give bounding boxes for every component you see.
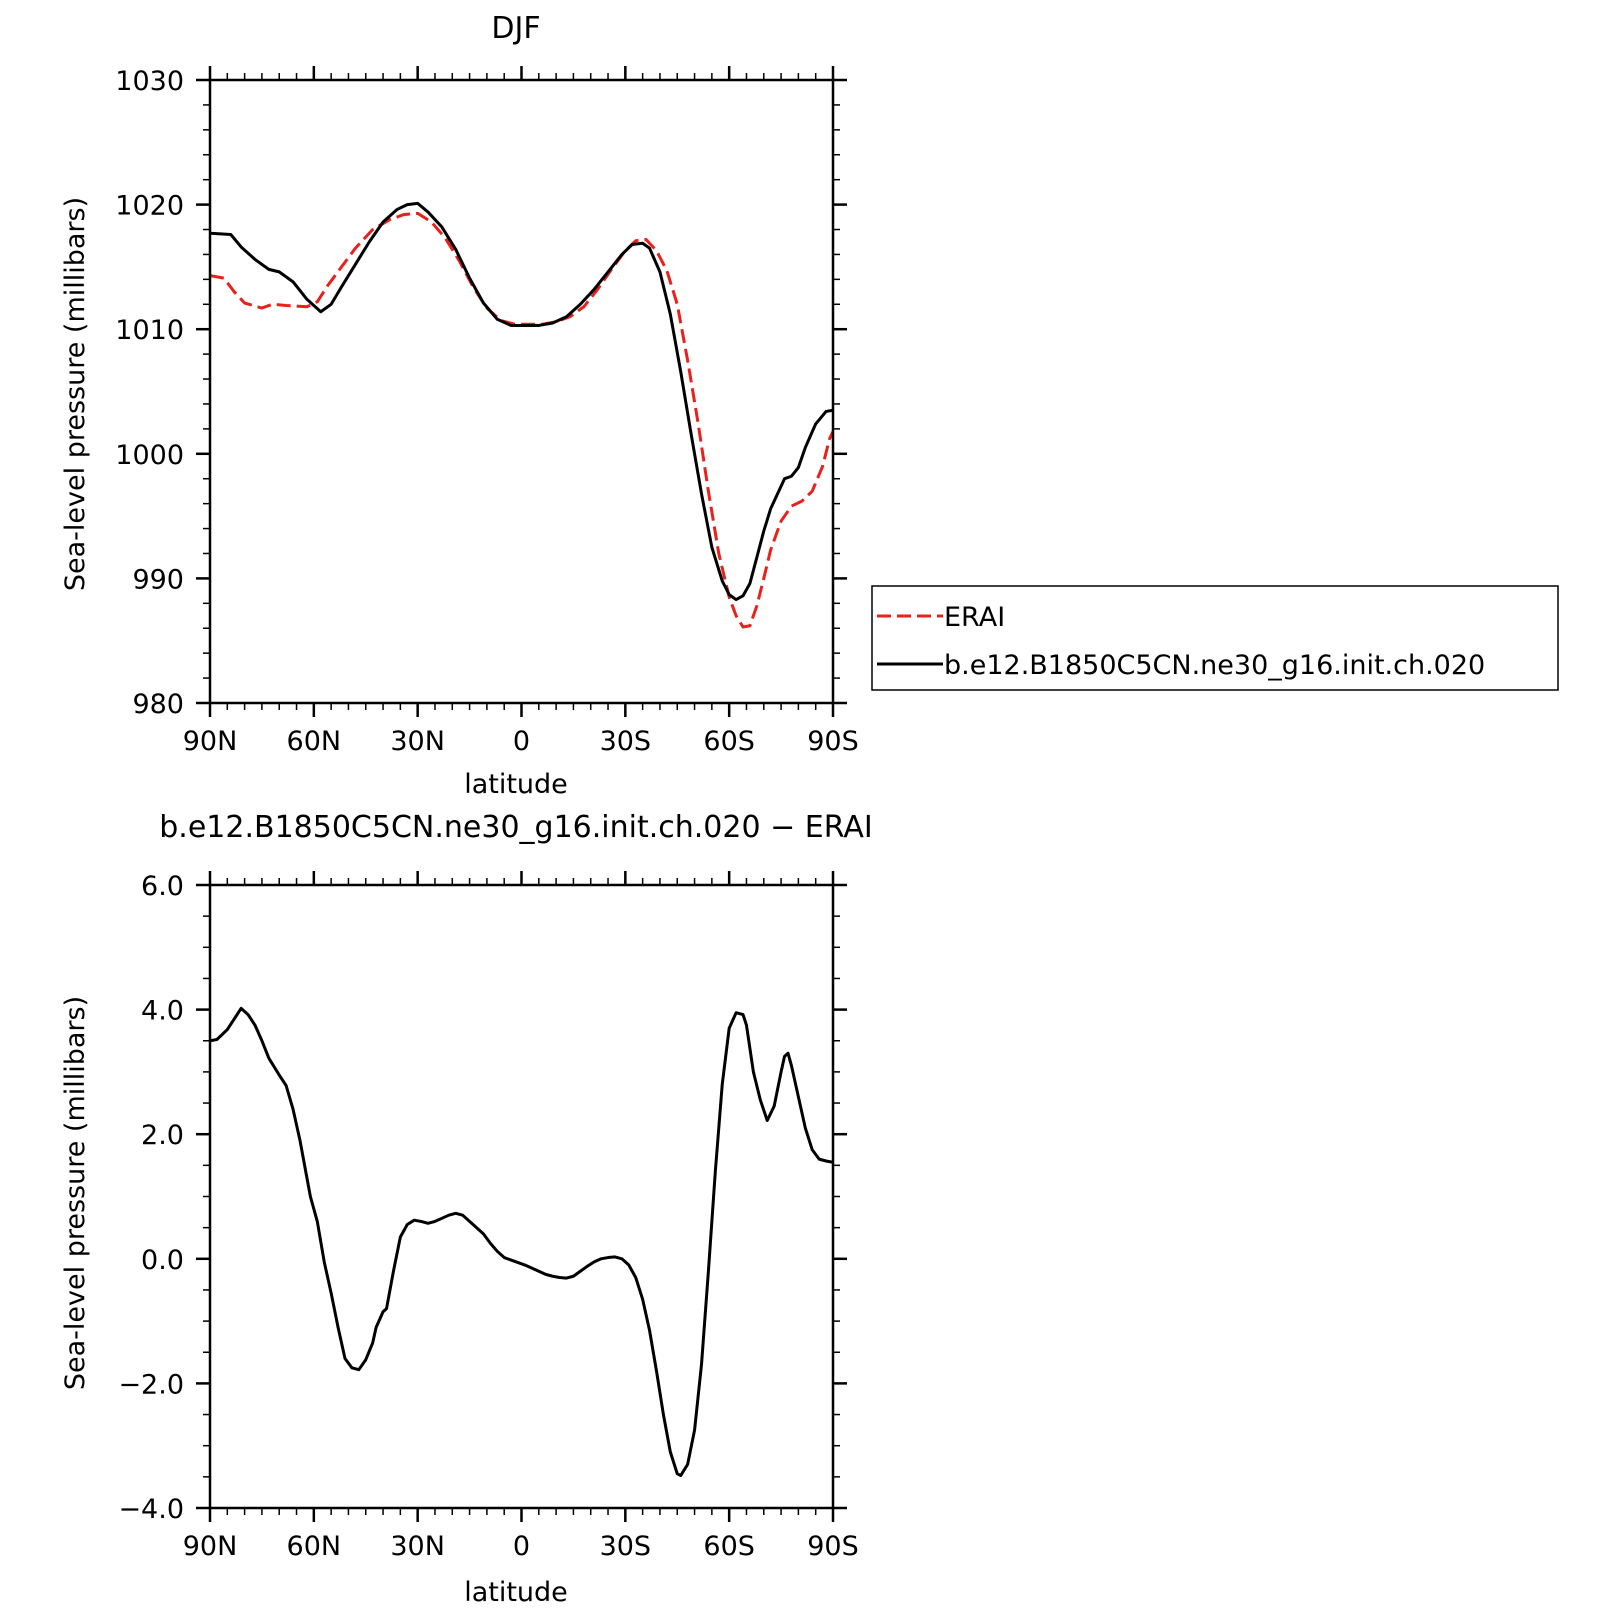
y-tick-label: 1030 — [115, 66, 184, 97]
legend: ERAI b.e12.B1850C5CN.ne30_g16.init.ch.02… — [871, 585, 1559, 691]
series-line-0 — [210, 1006, 833, 1478]
legend-label-erai: ERAI — [944, 602, 1005, 633]
y-tick-label: 1000 — [115, 440, 184, 471]
y-tick-label: 1020 — [115, 191, 184, 222]
panel-top: DJF 90N 60N 30N 0 30S 60S 90S 980 990 1000 1010 102… — [60, 11, 859, 800]
y-tick-label: −4.0 — [118, 1494, 184, 1525]
x-tick-label: 60N — [287, 1531, 342, 1562]
plot-area — [210, 201, 833, 629]
y-axis-label: Sea-level pressure (millibars) — [60, 996, 91, 1390]
x-axis-label: latitude — [464, 769, 568, 800]
y-tick-label: 2.0 — [141, 1120, 184, 1151]
y-tick-label: 990 — [132, 564, 184, 595]
plot-frame — [208, 883, 835, 1510]
y-tick-label: 980 — [132, 689, 184, 720]
chart-title: b.e12.B1850C5CN.ne30_g16.init.ch.020 − E… — [159, 810, 872, 845]
x-tick-label: 30N — [390, 726, 445, 757]
tick-labels: 90N 60N 30N 0 30S 60S 90S 980 990 1000 1010 1020 103… — [115, 66, 858, 757]
legend-label-model: b.e12.B1850C5CN.ne30_g16.init.ch.020 — [944, 650, 1485, 681]
y-axis-label: Sea-level pressure (millibars) — [60, 197, 91, 591]
plot-area — [210, 1006, 833, 1478]
y-tick-label: 6.0 — [141, 871, 184, 902]
x-tick-label: 90N — [183, 1531, 238, 1562]
y-tick-label: 0.0 — [141, 1245, 184, 1276]
x-tick-label: 90S — [807, 726, 859, 757]
x-tick-label: 0 — [513, 1531, 530, 1562]
x-tick-label: 90N — [183, 726, 238, 757]
x-tick-label: 60S — [703, 1531, 755, 1562]
x-tick-label: 60N — [287, 726, 342, 757]
series-line-1 — [210, 201, 833, 602]
x-axis-label: latitude — [464, 1577, 568, 1608]
x-tick-label: 30S — [600, 726, 652, 757]
x-tick-label: 0 — [513, 726, 530, 757]
tick-marks — [196, 871, 847, 1522]
x-tick-label: 30S — [600, 1531, 652, 1562]
legend-box — [871, 585, 1559, 691]
chart-title: DJF — [491, 11, 540, 46]
y-tick-label: 1010 — [115, 315, 184, 346]
x-tick-label: 30N — [390, 1531, 445, 1562]
x-tick-label: 90S — [807, 1531, 859, 1562]
panel-bottom: b.e12.B1850C5CN.ne30_g16.init.ch.020 − E… — [60, 810, 873, 1608]
tick-marks — [196, 66, 847, 717]
x-tick-label: 60S — [703, 726, 755, 757]
y-tick-label: 4.0 — [141, 996, 184, 1027]
y-tick-label: −2.0 — [118, 1369, 184, 1400]
series-line-0 — [210, 211, 833, 629]
plot-frame — [208, 78, 835, 705]
tick-labels: 90N 60N 30N 0 30S 60S 90S −4.0 −2.0 0.0 2.0 4.0 6.0 — [118, 871, 858, 1562]
